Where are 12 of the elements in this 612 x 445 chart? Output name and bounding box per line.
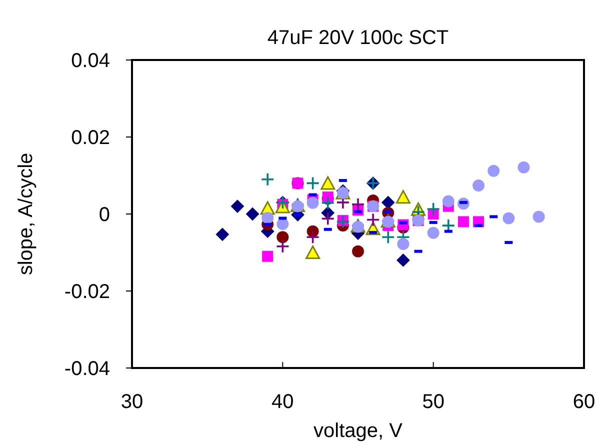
x-tick-label: 50 bbox=[422, 391, 444, 413]
x-tick-label: 30 bbox=[120, 391, 144, 413]
y-tick-label: 0 bbox=[98, 204, 110, 226]
x-tick-label: 40 bbox=[272, 391, 294, 413]
chart-title: 47uF 20V 100c SCT bbox=[267, 27, 449, 49]
y-tick-label: 0.02 bbox=[71, 127, 110, 149]
y-axis-title: slope, A/cycle bbox=[15, 152, 37, 276]
y-tick-label: -0.04 bbox=[64, 358, 110, 380]
x-axis-title: voltage, V bbox=[314, 420, 404, 442]
x-tick-label: 60 bbox=[572, 391, 596, 413]
y-tick-label: -0.02 bbox=[64, 281, 110, 303]
y-tick-label: 0.04 bbox=[71, 50, 110, 72]
